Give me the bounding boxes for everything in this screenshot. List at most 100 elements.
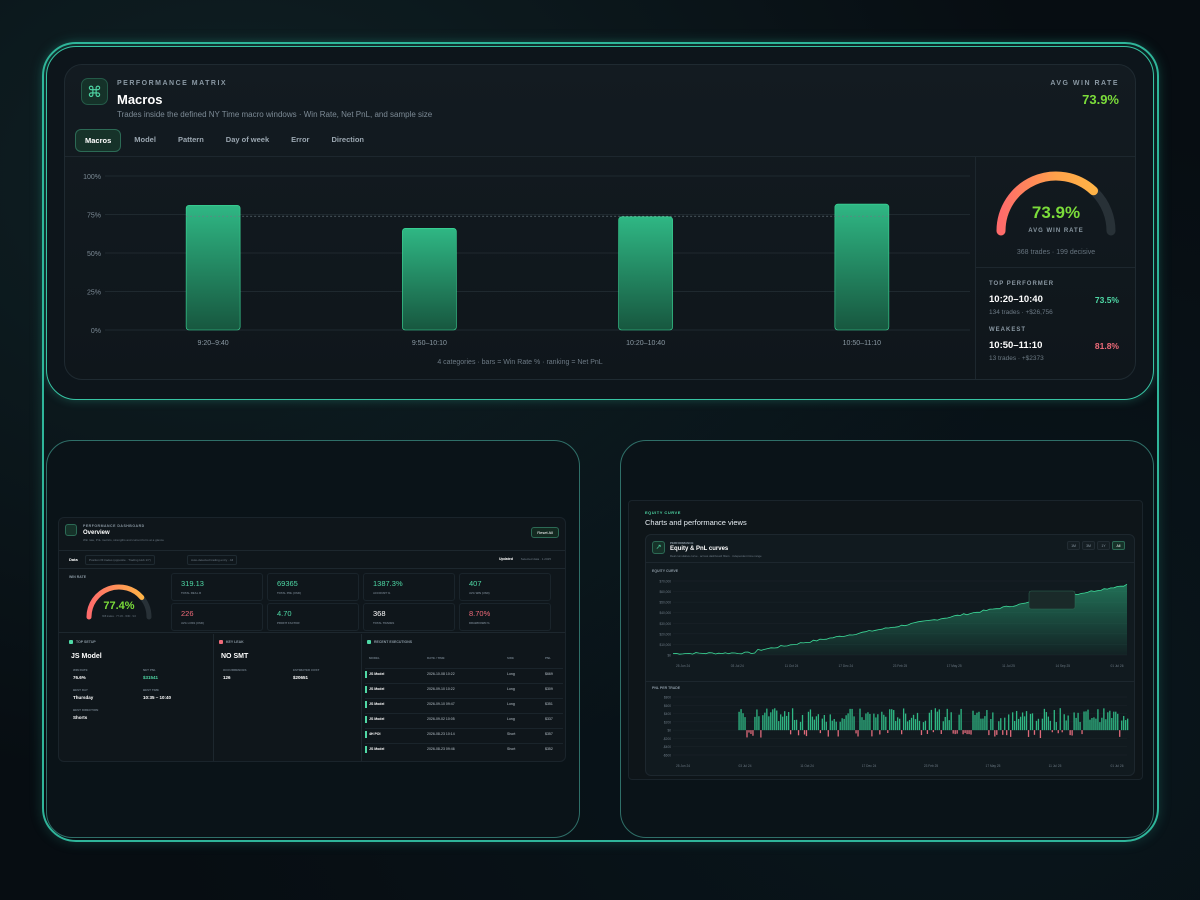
pnl-bar bbox=[762, 715, 764, 731]
x-tick-label: 17 May 25 bbox=[947, 664, 962, 668]
pnl-bar bbox=[946, 708, 948, 731]
pnl-bar bbox=[902, 708, 905, 731]
pnl-bar bbox=[1002, 730, 1004, 735]
tab-bar: Macros Model Pattern Day of week Error Direct… bbox=[75, 129, 373, 152]
table-row[interactable] bbox=[365, 668, 563, 680]
pnl-bar bbox=[738, 711, 740, 731]
pnl-bar bbox=[793, 719, 796, 731]
pnl-bar bbox=[863, 719, 865, 731]
divider bbox=[59, 568, 565, 569]
pnl-bar bbox=[1059, 708, 1061, 731]
top-setup-name: JS Model bbox=[71, 653, 102, 660]
y-tick-label: $800 bbox=[664, 696, 671, 700]
pnl-bar bbox=[1039, 730, 1042, 739]
pnl-bar bbox=[774, 708, 776, 731]
bar[interactable] bbox=[834, 203, 890, 331]
tab-error[interactable]: Error bbox=[291, 135, 310, 144]
range-button-all[interactable]: All bbox=[1112, 541, 1125, 550]
y-tick-label: 25% bbox=[87, 290, 101, 297]
x-tick-label: 10:20–10:40 bbox=[626, 340, 665, 347]
table-row[interactable] bbox=[365, 698, 563, 710]
x-tick-label: 11 Jul 25 bbox=[1049, 764, 1062, 768]
pnl-bar bbox=[867, 712, 869, 731]
y-tick-label: -$400 bbox=[663, 745, 671, 749]
pnl-bar bbox=[754, 716, 756, 731]
pnl-bar bbox=[1125, 720, 1127, 731]
tab-model[interactable]: Model bbox=[134, 135, 156, 144]
pnl-bar bbox=[776, 710, 778, 731]
gauge-label: AVG WIN RATE bbox=[1028, 228, 1084, 234]
winrate-label: WIN RATE bbox=[69, 575, 87, 579]
pnl-bar bbox=[994, 730, 996, 737]
table-row[interactable] bbox=[365, 683, 563, 695]
pnl-bar bbox=[950, 712, 952, 731]
range-button-3m[interactable]: 3M bbox=[1082, 541, 1095, 550]
x-tick-label: 01 Jul 26 bbox=[1111, 764, 1124, 768]
pnl-bar bbox=[899, 718, 901, 731]
tab-pattern[interactable]: Pattern bbox=[177, 135, 204, 144]
pnl-bar bbox=[1041, 718, 1044, 731]
command-icon: ⌘ bbox=[81, 78, 108, 105]
table-row[interactable] bbox=[365, 713, 563, 725]
pnl-bar bbox=[1004, 717, 1006, 731]
stat-value: 4.70 bbox=[277, 609, 292, 618]
key-leak-label: KEY LEAK bbox=[226, 640, 244, 644]
x-tick-label: 9:50–10:10 bbox=[412, 340, 447, 347]
bar[interactable] bbox=[185, 204, 241, 331]
updated-label: Updated bbox=[499, 557, 513, 561]
bar[interactable] bbox=[402, 228, 457, 331]
pnl-bar bbox=[851, 708, 853, 731]
stat-label: DRAWDOWN % bbox=[469, 621, 490, 625]
reset-all-button[interactable]: Reset All bbox=[531, 527, 559, 538]
y-tick-label: $60,000 bbox=[659, 590, 671, 594]
y-tick-label: 0% bbox=[91, 328, 101, 335]
pnl-bar bbox=[1089, 719, 1091, 731]
y-tick-label: $200 bbox=[664, 720, 671, 724]
top-performer-pct: 73.5% bbox=[1094, 295, 1119, 305]
pnl-bar bbox=[845, 715, 847, 731]
tab-day-of-week[interactable]: Day of week bbox=[225, 135, 270, 144]
x-tick-label: 03 Jul 24 bbox=[739, 764, 752, 768]
stat-value: 407 bbox=[469, 579, 482, 588]
stat-label: TOTAL REAL R bbox=[181, 591, 202, 595]
table-row[interactable] bbox=[365, 743, 563, 755]
table-cell: $669 bbox=[545, 672, 553, 676]
data-filter-b[interactable]: Auto-detected trading entry · All bbox=[187, 555, 238, 565]
bar[interactable] bbox=[618, 216, 673, 331]
pnl-bar bbox=[760, 730, 762, 738]
pnl-bar bbox=[1097, 709, 1099, 731]
pnl-bar bbox=[833, 719, 835, 731]
gauge-value: 73.9% bbox=[1031, 203, 1081, 222]
pnl-bar bbox=[829, 714, 831, 731]
data-filter-a[interactable]: Position fill trades (opposite · Trading… bbox=[85, 555, 155, 565]
overview-thumbnail: PERFORMANCE DASHBOARD Overview Win rate,… bbox=[58, 517, 566, 762]
stat-value: 69365 bbox=[277, 579, 298, 588]
pnl-bar bbox=[1107, 712, 1109, 731]
pnl-bar bbox=[861, 717, 863, 731]
pnl-bar bbox=[934, 708, 936, 731]
weakest-label: WEAKEST bbox=[989, 327, 1026, 333]
range-button-1y[interactable]: 1Y bbox=[1097, 541, 1110, 550]
pnl-bar bbox=[1111, 718, 1113, 731]
y-tick-label: $400 bbox=[664, 712, 671, 716]
pnl-bar bbox=[918, 720, 921, 731]
pnl-bar bbox=[1017, 718, 1020, 731]
divider bbox=[65, 156, 1135, 157]
pnl-bar bbox=[797, 730, 800, 736]
tab-macros[interactable]: Macros bbox=[75, 129, 122, 152]
x-tick-label: 10:50–11:10 bbox=[843, 340, 882, 347]
table-cell: 2026-08-23 10:14 bbox=[427, 732, 455, 736]
y-tick-label: 75% bbox=[87, 213, 101, 220]
overview-kicker: PERFORMANCE DASHBOARD bbox=[83, 524, 145, 528]
tab-direction[interactable]: Direction bbox=[331, 135, 364, 144]
gauge-subtext: 368 trades · 199 decisive bbox=[1016, 249, 1096, 256]
y-tick-label: $0 bbox=[667, 729, 671, 733]
pnl-bar bbox=[976, 712, 978, 731]
table-cell: 2026-10-08 10:22 bbox=[427, 672, 455, 676]
range-button-1m[interactable]: 1M bbox=[1067, 541, 1080, 550]
table-row[interactable] bbox=[365, 728, 563, 740]
pnl-bar bbox=[996, 730, 998, 735]
table-cell: JS Model bbox=[369, 672, 385, 676]
stat-value: 8.70% bbox=[469, 609, 491, 618]
y-tick-label: $40,000 bbox=[659, 611, 671, 615]
